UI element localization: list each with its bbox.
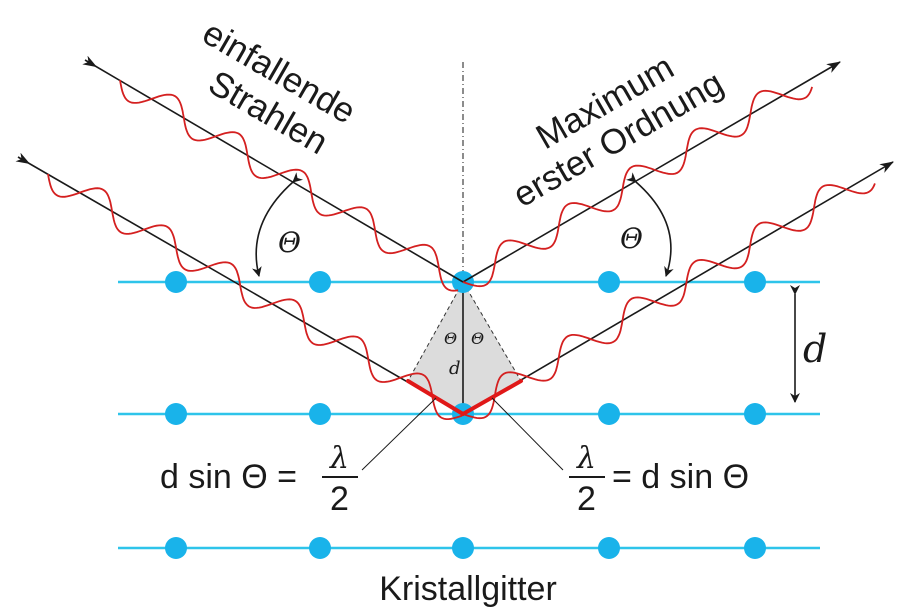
formula-left: d sin Θ = λ 2	[160, 441, 358, 518]
leader-line-right	[491, 397, 564, 471]
theta-label-left: Θ	[278, 226, 301, 259]
atom	[309, 271, 331, 293]
d-label: d	[803, 327, 827, 371]
atom	[744, 403, 766, 425]
theta-label-inner-right: Θ	[471, 329, 484, 348]
d-label-inner: d	[449, 358, 461, 379]
crystal-label: Kristallgitter	[379, 570, 557, 608]
theta-label-right: Θ	[620, 222, 643, 255]
triangle-edge-right	[462, 281, 522, 382]
atom	[744, 271, 766, 293]
atom	[598, 271, 620, 293]
path-difference-right	[461, 379, 523, 416]
wave-incoming-bottom	[47, 173, 463, 420]
outgoing-ray-bottom	[462, 161, 894, 415]
atom	[744, 537, 766, 559]
path-difference-triangle	[408, 282, 521, 414]
formula-right-lambda: λ	[576, 441, 596, 476]
triangle-edge-left	[407, 281, 464, 382]
formula-right-two: 2	[577, 480, 596, 518]
formula-right: λ 2 = d sin Θ	[569, 441, 749, 518]
wave-incoming-top	[119, 79, 459, 292]
theta-arc-left	[251, 172, 304, 277]
atom	[309, 537, 331, 559]
theta-label-inner-left: Θ	[444, 329, 457, 348]
atom	[165, 271, 187, 293]
atom	[598, 537, 620, 559]
outgoing-ray-top	[462, 61, 841, 283]
wave-outgoing-top	[462, 86, 813, 288]
leader-line-left	[361, 397, 437, 471]
theta-arc-right	[625, 172, 674, 277]
atom	[598, 403, 620, 425]
wave-outgoing-bottom	[462, 183, 876, 420]
atom	[165, 537, 187, 559]
path-difference-left	[406, 379, 465, 416]
formula-right-suffix: = d sin Θ	[612, 458, 749, 496]
atom	[452, 537, 474, 559]
formula-left-prefix: d sin Θ =	[160, 458, 297, 496]
atom	[165, 403, 187, 425]
waves	[47, 79, 876, 420]
incoming-ray-top	[82, 55, 464, 283]
path-difference-segments	[406, 379, 523, 416]
formula-left-two: 2	[330, 480, 349, 518]
atom	[309, 403, 331, 425]
formula-left-lambda: λ	[329, 441, 349, 476]
